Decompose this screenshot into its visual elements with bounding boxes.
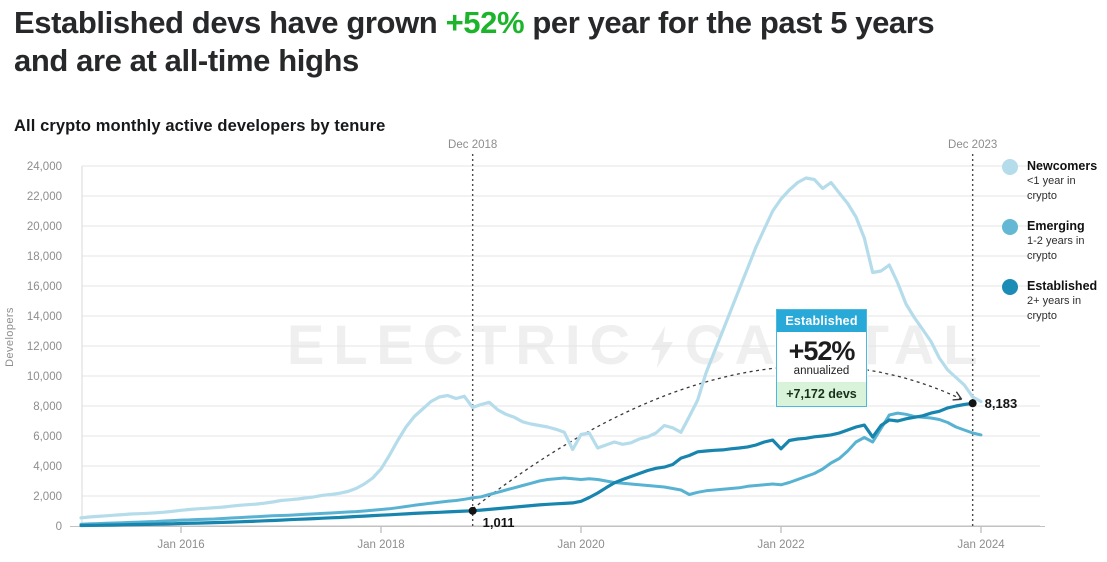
legend-name: Newcomers <box>1027 159 1098 173</box>
legend-item-newcomers: Newcomers <1 year in crypto <box>1002 158 1106 204</box>
legend-swatch-icon <box>1002 279 1018 295</box>
y-tick-label: 0 <box>56 521 62 533</box>
growth-callout: Established +52% annualized +7,172 devs <box>776 309 867 407</box>
x-tick-label: Jan 2016 <box>157 539 204 551</box>
legend-item-emerging: Emerging 1-2 years in crypto <box>1002 218 1106 264</box>
legend-swatch-icon <box>1002 219 1018 235</box>
y-tick-label: 20,000 <box>27 221 62 233</box>
legend-desc: 1-2 years in crypto <box>1027 235 1085 262</box>
legend-name: Emerging <box>1027 219 1085 233</box>
y-tick-label: 16,000 <box>27 281 62 293</box>
title-text-post: per year for the past 5 years <box>524 5 935 40</box>
page-title: Established devs have grown +52% per yea… <box>14 4 1099 80</box>
data-point-dot <box>968 399 977 408</box>
trend-arrow <box>472 365 962 510</box>
y-tick-label: 14,000 <box>27 311 62 323</box>
chart-legend: Newcomers <1 year in crypto Emerging 1-2 ye… <box>1002 158 1106 338</box>
title-highlight-pct: +52% <box>445 5 525 40</box>
x-tick-label: Jan 2024 <box>957 539 1005 551</box>
y-tick-label: 8,000 <box>33 401 62 413</box>
trend-arrow-head <box>952 391 963 401</box>
grid: 0 2,000 4,000 6,000 8,000 10,000 12,000 14,000 1… <box>27 161 1045 551</box>
legend-item-established: Established 2+ years in crypto <box>1002 278 1106 324</box>
y-tick-label: 22,000 <box>27 191 62 203</box>
watermark-left: ELECTRIC <box>287 313 639 376</box>
data-point-dot <box>468 506 477 515</box>
y-tick-label: 4,000 <box>33 461 62 473</box>
callout-value: +52% <box>788 336 856 366</box>
callout-unit: annualized <box>793 365 850 377</box>
callout-footer: +7,172 devs <box>777 382 866 406</box>
chart-subtitle: All crypto monthly active developers by … <box>14 117 386 135</box>
legend-desc: 2+ years in crypto <box>1027 295 1082 322</box>
data-point-label: 1,011 <box>483 515 515 530</box>
legend-desc: <1 year in crypto <box>1027 175 1076 202</box>
y-tick-label: 18,000 <box>27 251 62 263</box>
y-tick-label: 24,000 <box>27 161 62 173</box>
data-point-label: 8,183 <box>985 396 1018 411</box>
legend-name: Established <box>1027 279 1098 293</box>
series-line-emerging <box>79 411 983 526</box>
x-tick-label: Jan 2022 <box>757 539 804 551</box>
title-text-pre: Established devs have grown <box>14 5 446 40</box>
callout-header: Established <box>777 310 866 332</box>
legend-swatch-icon <box>1002 159 1018 175</box>
title-line2: and are at all-time highs <box>14 43 359 78</box>
y-tick-label: 6,000 <box>33 431 62 443</box>
x-tick-label: Jan 2020 <box>557 539 604 551</box>
y-tick-label: 2,000 <box>33 491 62 503</box>
marker-label: Dec 2023 <box>948 139 997 151</box>
series-line-established <box>79 401 975 528</box>
x-tick-label: Jan 2018 <box>357 539 404 551</box>
marker-label: Dec 2018 <box>448 139 497 151</box>
series-line-newcomers <box>79 176 983 520</box>
y-tick-label: 12,000 <box>27 341 62 353</box>
y-tick-label: 10,000 <box>27 371 62 383</box>
